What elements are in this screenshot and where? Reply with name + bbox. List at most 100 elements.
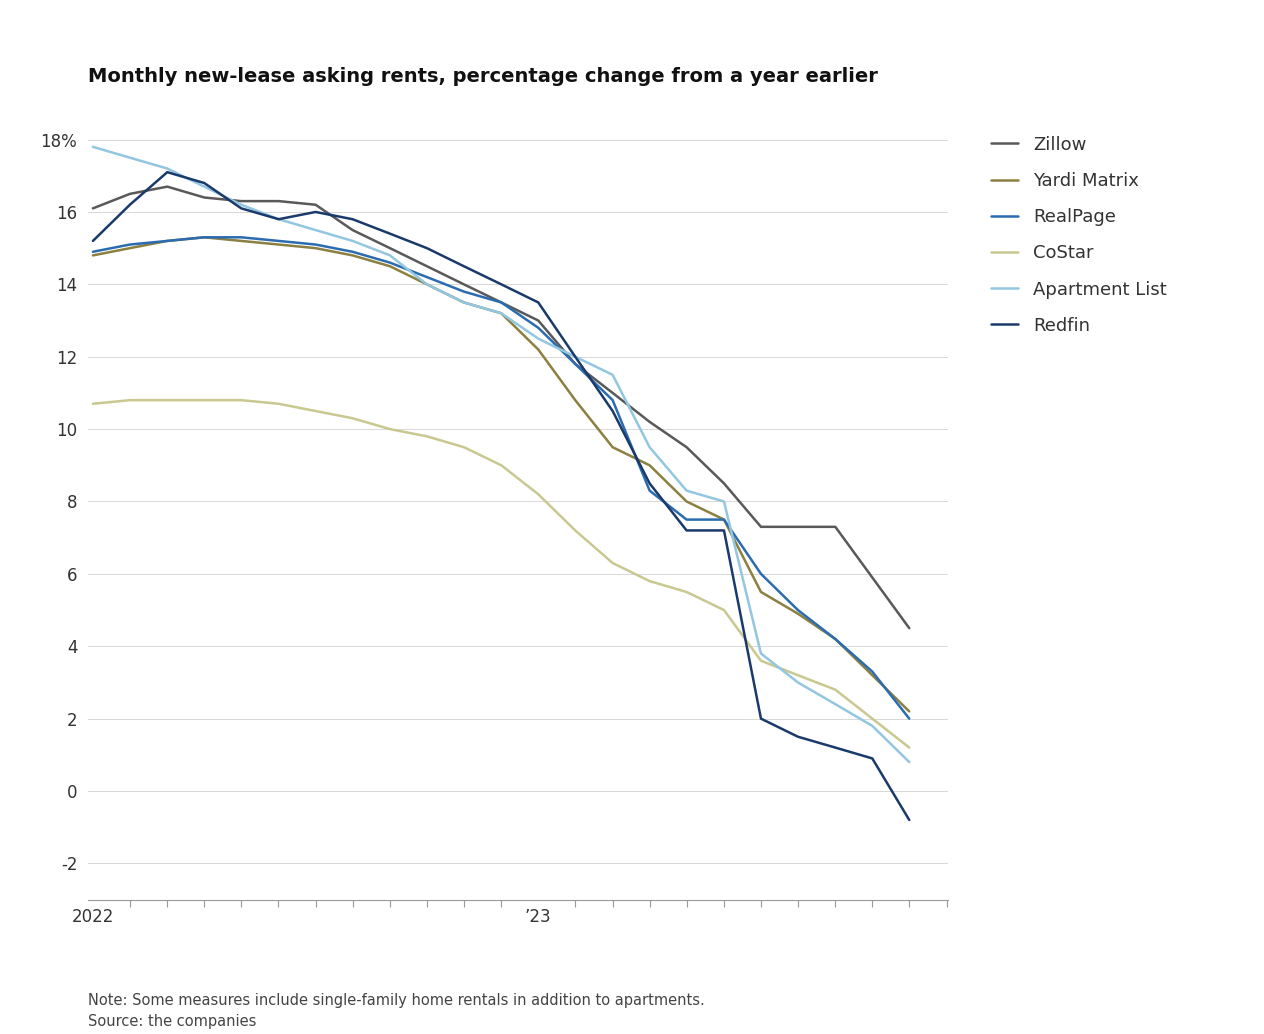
Zillow bbox=[531, 314, 546, 327]
CoStar bbox=[197, 394, 212, 406]
RealPage bbox=[865, 666, 880, 678]
RealPage bbox=[828, 633, 843, 645]
Yardi Matrix bbox=[86, 249, 101, 262]
CoStar bbox=[345, 412, 360, 424]
Yardi Matrix bbox=[717, 514, 732, 526]
CoStar bbox=[86, 398, 101, 410]
Redfin bbox=[790, 730, 805, 742]
Zillow bbox=[568, 358, 583, 370]
Yardi Matrix bbox=[308, 242, 324, 254]
CoStar bbox=[234, 394, 249, 406]
Zillow bbox=[605, 387, 621, 399]
Yardi Matrix bbox=[197, 231, 212, 243]
Text: Note: Some measures include single-family home rentals in addition to apartments: Note: Some measures include single-famil… bbox=[88, 993, 705, 1029]
RealPage bbox=[308, 238, 324, 250]
Redfin bbox=[420, 242, 435, 254]
Apartment List bbox=[753, 647, 769, 660]
Zillow bbox=[420, 260, 435, 272]
Yardi Matrix bbox=[679, 495, 694, 508]
Redfin bbox=[123, 199, 138, 211]
CoStar bbox=[420, 430, 435, 443]
Zillow bbox=[865, 571, 880, 583]
Yardi Matrix bbox=[456, 296, 471, 308]
Zillow bbox=[790, 520, 805, 534]
Apartment List bbox=[234, 199, 249, 211]
CoStar bbox=[456, 440, 471, 453]
Apartment List bbox=[531, 333, 546, 345]
Apartment List bbox=[679, 484, 694, 496]
Zillow bbox=[234, 194, 249, 207]
RealPage bbox=[234, 231, 249, 243]
Apartment List bbox=[901, 756, 916, 768]
Redfin bbox=[234, 202, 249, 214]
Zillow bbox=[159, 180, 174, 192]
Redfin bbox=[753, 712, 769, 725]
CoStar bbox=[568, 524, 583, 537]
Zillow bbox=[86, 202, 101, 214]
Apartment List bbox=[717, 495, 732, 508]
Line: Redfin: Redfin bbox=[94, 172, 909, 820]
Line: CoStar: CoStar bbox=[94, 400, 909, 748]
Apartment List bbox=[308, 223, 324, 236]
CoStar bbox=[270, 398, 286, 410]
Apartment List bbox=[420, 278, 435, 291]
Yardi Matrix bbox=[790, 607, 805, 619]
Zillow bbox=[494, 296, 509, 308]
Apartment List bbox=[568, 351, 583, 363]
CoStar bbox=[901, 741, 916, 754]
CoStar bbox=[308, 404, 324, 417]
CoStar bbox=[383, 423, 398, 435]
Apartment List bbox=[494, 307, 509, 320]
CoStar bbox=[679, 585, 694, 598]
RealPage bbox=[531, 322, 546, 334]
RealPage bbox=[270, 235, 286, 247]
Zillow bbox=[383, 242, 398, 254]
RealPage bbox=[456, 285, 471, 298]
Yardi Matrix bbox=[159, 235, 174, 247]
Zillow bbox=[270, 194, 286, 207]
Yardi Matrix bbox=[568, 394, 583, 406]
RealPage bbox=[420, 271, 435, 283]
Text: Monthly new-lease asking rents, percentage change from a year earlier: Monthly new-lease asking rents, percenta… bbox=[88, 67, 878, 86]
CoStar bbox=[717, 604, 732, 616]
Apartment List bbox=[865, 720, 880, 732]
Zillow bbox=[308, 199, 324, 211]
RealPage bbox=[123, 238, 138, 250]
Yardi Matrix bbox=[270, 238, 286, 250]
Redfin bbox=[828, 741, 843, 754]
Line: RealPage: RealPage bbox=[94, 237, 909, 719]
Apartment List bbox=[197, 180, 212, 192]
Apartment List bbox=[383, 249, 398, 262]
Apartment List bbox=[642, 440, 657, 453]
Yardi Matrix bbox=[345, 249, 360, 262]
RealPage bbox=[642, 484, 657, 496]
Zillow bbox=[828, 520, 843, 534]
Redfin bbox=[270, 213, 286, 225]
Redfin bbox=[159, 165, 174, 178]
Line: Yardi Matrix: Yardi Matrix bbox=[94, 237, 909, 711]
CoStar bbox=[865, 712, 880, 725]
Yardi Matrix bbox=[531, 343, 546, 356]
CoStar bbox=[531, 488, 546, 500]
Redfin bbox=[345, 213, 360, 225]
Yardi Matrix bbox=[605, 440, 621, 453]
Yardi Matrix bbox=[642, 459, 657, 472]
RealPage bbox=[717, 514, 732, 526]
Zillow bbox=[345, 223, 360, 236]
Apartment List bbox=[456, 296, 471, 308]
RealPage bbox=[197, 231, 212, 243]
RealPage bbox=[494, 296, 509, 308]
CoStar bbox=[828, 683, 843, 696]
Yardi Matrix bbox=[234, 235, 249, 247]
CoStar bbox=[753, 655, 769, 667]
CoStar bbox=[642, 575, 657, 587]
Yardi Matrix bbox=[420, 278, 435, 291]
CoStar bbox=[123, 394, 138, 406]
Yardi Matrix bbox=[494, 307, 509, 320]
Zillow bbox=[197, 191, 212, 204]
Apartment List bbox=[123, 151, 138, 163]
Redfin bbox=[494, 278, 509, 291]
Redfin bbox=[901, 814, 916, 826]
Redfin bbox=[568, 351, 583, 363]
RealPage bbox=[383, 256, 398, 269]
